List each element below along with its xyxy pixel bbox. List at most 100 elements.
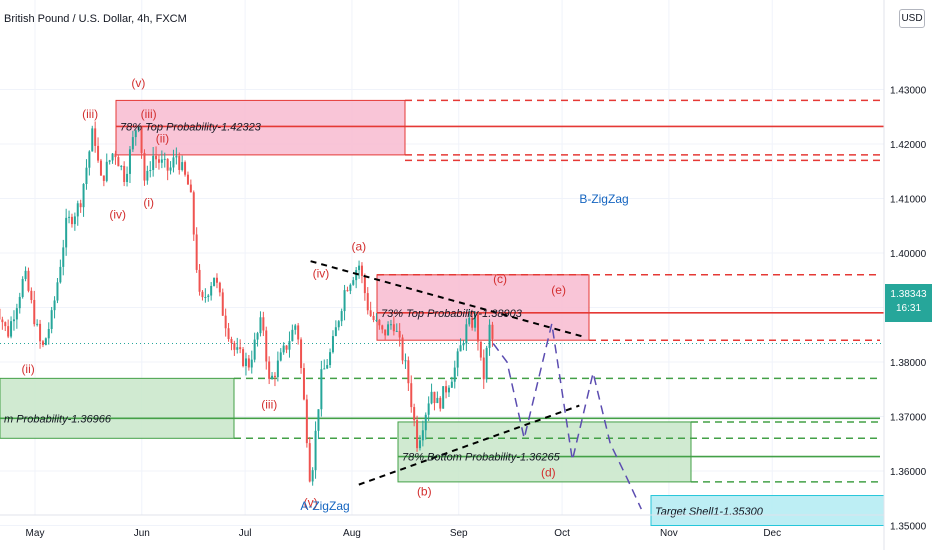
candle-body: [244, 358, 247, 367]
candle-body: [166, 158, 169, 171]
candle-body: [97, 145, 100, 161]
x-tick-label: Nov: [660, 528, 678, 539]
currency-button[interactable]: USD: [899, 9, 925, 28]
candle-body: [111, 153, 114, 161]
candle-body: [349, 284, 352, 291]
candle-body: [427, 403, 430, 415]
candle-body: [50, 310, 53, 329]
candle-body: [181, 162, 184, 170]
trendlines: [310, 260, 587, 486]
candle-body: [155, 155, 158, 160]
candle-body: [134, 130, 137, 138]
candle-body: [479, 341, 482, 358]
candle-body: [221, 292, 224, 316]
candle-body: [195, 234, 198, 270]
candle-body: [247, 358, 250, 368]
candle-body: [395, 330, 398, 332]
candle-body: [186, 174, 189, 185]
wave-label: (b): [417, 485, 432, 499]
candle-body: [88, 151, 91, 168]
candle-body: [262, 317, 265, 331]
candle-body: [387, 324, 390, 336]
candle-body: [91, 128, 94, 152]
projection-path: [492, 323, 642, 510]
symbol-title: British Pound / U.S. Dollar, 4h, FXCM: [4, 13, 187, 25]
candle-body: [488, 324, 491, 348]
candle-body: [39, 323, 42, 342]
candle-body: [65, 217, 68, 248]
candle-body: [471, 317, 474, 328]
candle-body: [114, 153, 117, 158]
candle-body: [363, 275, 366, 294]
candle-body: [68, 216, 71, 218]
candle-body: [294, 325, 297, 330]
candle-body: [453, 367, 456, 382]
candles: [0, 121, 494, 486]
candle-body: [215, 277, 218, 283]
zone-label: m Probability-1.36966: [4, 413, 112, 425]
x-tick-label: Aug: [343, 528, 361, 539]
candle-body: [410, 383, 413, 408]
triangle-trendline: [310, 260, 587, 339]
candle-body: [105, 161, 108, 181]
probability-zones: [0, 99, 885, 526]
candle-body: [239, 347, 242, 350]
candle-body: [334, 327, 337, 337]
candle-body: [117, 157, 120, 167]
candle-body: [375, 319, 378, 321]
candle-body: [73, 216, 76, 225]
wave-label: (v): [304, 495, 318, 509]
candle-body: [242, 349, 245, 367]
zone-box: [0, 377, 235, 439]
candle-body: [18, 296, 21, 309]
candle-body: [207, 295, 210, 297]
candle-body: [149, 169, 152, 171]
candle-body: [317, 409, 320, 431]
candle-body: [450, 381, 453, 388]
wave-label: (a): [351, 239, 366, 253]
candle-body: [445, 386, 448, 393]
candle-body: [70, 216, 73, 225]
candle-body: [4, 322, 7, 327]
candle-body: [59, 266, 62, 283]
candle-body: [442, 386, 445, 409]
wave-label: (c): [493, 272, 507, 286]
y-tick-label: 1.38000: [890, 358, 927, 369]
candle-body: [178, 156, 181, 170]
zone-box: [115, 99, 406, 156]
candle-body: [485, 347, 488, 380]
level-lines: [0, 99, 884, 483]
candle-body: [41, 341, 44, 345]
y-tick-label: 1.40000: [890, 249, 927, 260]
candle-body: [131, 137, 134, 150]
wave-label: (iii): [82, 107, 98, 121]
candle-body: [326, 365, 329, 369]
y-tick-label: 1.36000: [890, 467, 927, 478]
zone-label: 78% Bottom Probability-1.36265: [402, 452, 561, 464]
zone-label: Target Shell1-1.35300: [655, 506, 764, 518]
candle-body: [210, 285, 213, 296]
candle-body: [227, 328, 230, 340]
candle-body: [358, 265, 361, 271]
wave-label: (v): [131, 76, 145, 90]
wave-label: (i): [143, 196, 154, 210]
candle-body: [346, 290, 349, 292]
candle-body: [407, 360, 410, 384]
candle-body: [491, 324, 494, 339]
candle-body: [392, 324, 395, 332]
candle-body: [163, 158, 166, 160]
last-price-badge: 1.38343 16:31: [885, 284, 932, 322]
candle-body: [12, 319, 15, 322]
candle-body: [291, 329, 294, 342]
candle-body: [120, 165, 123, 167]
candle-body: [424, 414, 427, 431]
candle-body: [421, 430, 424, 441]
y-tick-label: 1.41000: [890, 195, 927, 206]
candle-body: [378, 319, 381, 326]
candle-body: [169, 167, 172, 171]
candle-body: [201, 291, 204, 298]
candle-body: [10, 321, 13, 337]
candle-body: [355, 270, 358, 281]
candle-body: [157, 159, 160, 163]
